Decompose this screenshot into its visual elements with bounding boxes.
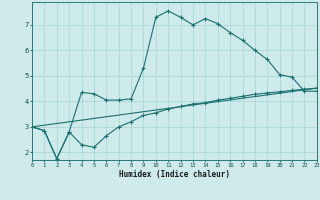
X-axis label: Humidex (Indice chaleur): Humidex (Indice chaleur) bbox=[119, 170, 230, 179]
